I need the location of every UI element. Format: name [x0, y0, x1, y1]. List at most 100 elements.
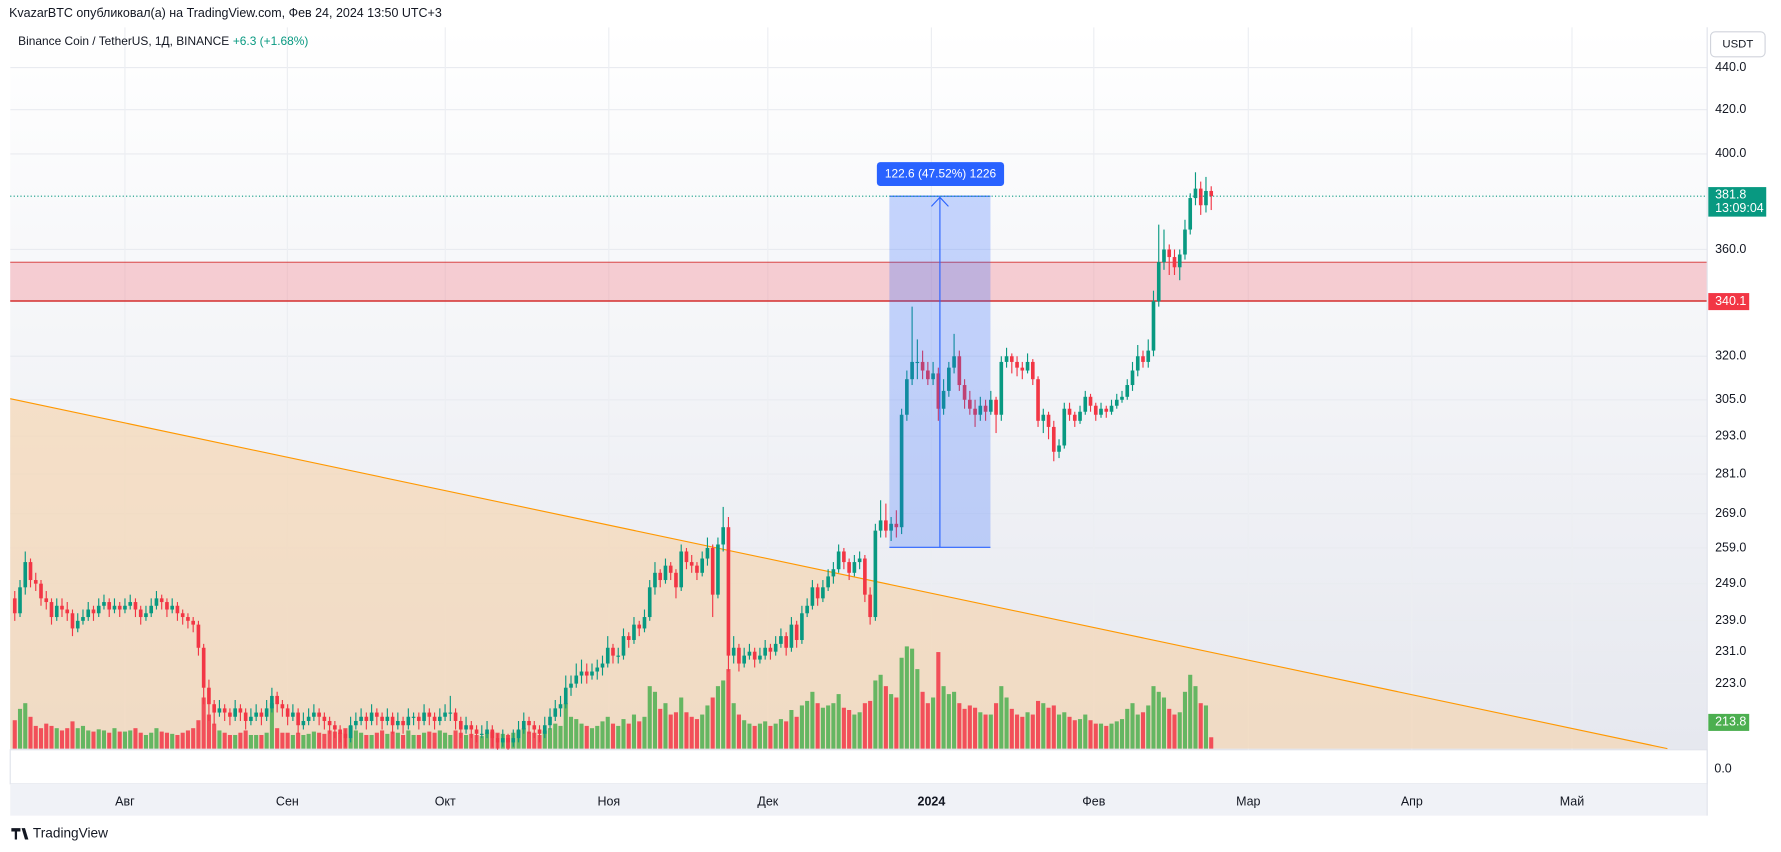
- candle-body: [102, 602, 106, 606]
- volume-bar: [1025, 712, 1030, 749]
- candle-body: [579, 671, 584, 676]
- volume-bar: [12, 720, 17, 749]
- candle-body: [117, 605, 122, 610]
- volume-bar: [380, 730, 385, 749]
- candle-body: [700, 558, 705, 573]
- candle-body: [44, 598, 49, 603]
- candle-body: [1198, 188, 1203, 206]
- volume-bar: [831, 703, 836, 749]
- y-tick-label: 400.0: [1715, 146, 1746, 160]
- x-tick-label: 2024: [918, 794, 946, 808]
- volume-bar: [889, 694, 894, 749]
- volume-bar: [1030, 714, 1035, 749]
- candle-body: [301, 720, 306, 726]
- volume-bar: [1135, 714, 1140, 749]
- candle-body: [81, 617, 85, 621]
- measure-label: 122.6 (47.52%) 1226: [885, 167, 997, 181]
- candle-body: [60, 605, 64, 610]
- level-tag: [1708, 293, 1750, 311]
- volume-bar: [563, 703, 568, 749]
- volume-bar: [668, 714, 673, 749]
- volume-bar: [679, 697, 684, 749]
- candle-body: [1135, 356, 1140, 371]
- candle-body: [616, 655, 621, 657]
- volume-bar: [180, 732, 185, 749]
- currency-button[interactable]: [1710, 31, 1766, 58]
- candle-body: [201, 647, 206, 688]
- volume-bar: [306, 733, 311, 749]
- volume-bar: [269, 703, 274, 749]
- candle-body: [999, 361, 1004, 415]
- candle-body: [747, 651, 752, 656]
- volume-bar: [479, 736, 484, 749]
- candle-body: [815, 587, 820, 599]
- candle-body: [259, 712, 264, 717]
- candle-body: [369, 712, 374, 721]
- candle-body: [411, 716, 416, 718]
- candle-body: [39, 583, 43, 599]
- candle-body: [285, 708, 290, 717]
- volume-bar: [217, 730, 222, 749]
- candle-body: [474, 729, 479, 734]
- volume-bar: [967, 705, 972, 749]
- candle-body: [653, 572, 657, 588]
- candle-body: [679, 551, 684, 588]
- candle-body: [800, 613, 804, 640]
- volume-bar: [920, 691, 925, 749]
- volume-bar: [1198, 703, 1203, 749]
- candle-body: [375, 712, 379, 717]
- volume-bar: [1172, 714, 1177, 749]
- volume-bar: [684, 712, 689, 749]
- volume-bar: [233, 734, 238, 749]
- volume-bar: [936, 652, 941, 749]
- candle-body: [70, 613, 75, 629]
- symbol: Binance Coin / TetherUS, 1Д, BINANCE: [18, 34, 229, 48]
- candle-body: [422, 712, 426, 721]
- candle-body: [327, 720, 332, 726]
- candle-body: [742, 655, 746, 664]
- volume-bar: [1093, 723, 1098, 749]
- volume-bar: [841, 707, 846, 749]
- volume-bar: [122, 731, 128, 749]
- volume-bar: [878, 674, 883, 749]
- candle-body: [626, 636, 631, 640]
- candle-body: [12, 598, 17, 614]
- candle-body: [438, 716, 442, 721]
- candle-body: [962, 385, 967, 400]
- volume-bar: [44, 723, 49, 749]
- volume-bar: [925, 703, 930, 749]
- volume-bar: [946, 694, 951, 749]
- candle-body: [1130, 370, 1135, 386]
- x-tick-label: Авг: [115, 794, 135, 808]
- candle-body: [957, 356, 962, 386]
- candle-body: [768, 647, 773, 652]
- candle-body: [642, 617, 647, 629]
- candle-body: [1120, 396, 1124, 400]
- volume-bar: [201, 697, 206, 749]
- x-tick-label: Май: [1560, 794, 1584, 808]
- volume-bar: [857, 712, 862, 749]
- candle-body: [1162, 249, 1166, 263]
- candle-body: [1193, 188, 1198, 199]
- candle-body: [553, 708, 558, 717]
- volume-bar: [327, 730, 332, 749]
- volume-bar: [406, 730, 411, 749]
- candle-body: [333, 725, 337, 730]
- candle-body: [884, 520, 888, 531]
- candle-body: [595, 667, 600, 672]
- volume-bar: [80, 725, 86, 749]
- candle-body: [217, 708, 222, 713]
- candle-body: [96, 605, 101, 614]
- candle-body: [207, 687, 211, 705]
- candle-body: [989, 399, 993, 412]
- y-tick-label: 293.0: [1715, 428, 1746, 442]
- candle-body: [737, 647, 741, 664]
- candle-body: [506, 738, 510, 743]
- currency[interactable]: USDT: [1722, 38, 1753, 50]
- volume-bar: [568, 716, 574, 749]
- volume-bar: [700, 714, 705, 749]
- volume-bar: [1041, 703, 1046, 749]
- candle-body: [123, 605, 127, 610]
- volume-bar: [584, 725, 589, 749]
- volume-bar: [117, 731, 122, 749]
